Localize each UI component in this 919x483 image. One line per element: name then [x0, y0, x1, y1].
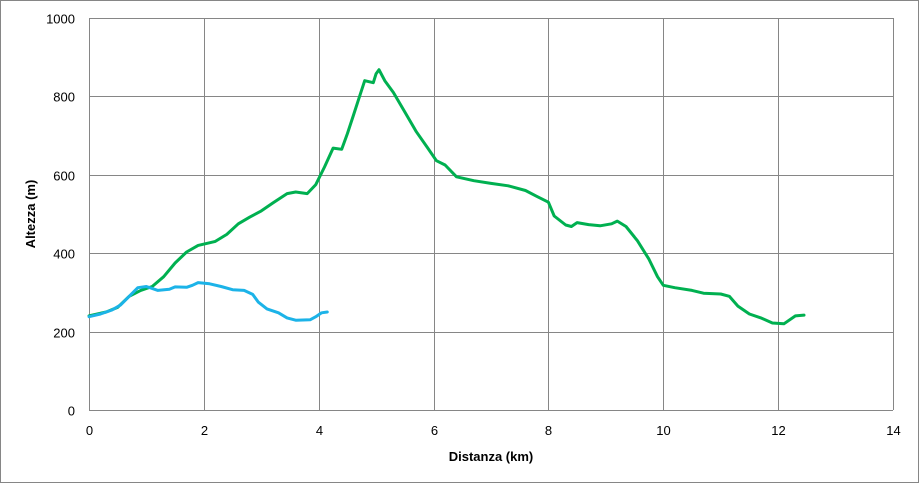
x-tick-label: 6 [431, 423, 438, 438]
x-tick-label: 0 [86, 423, 93, 438]
grid [89, 18, 894, 411]
series-line-2 [87, 281, 329, 322]
y-tick-label: 800 [53, 90, 75, 105]
x-tick-label: 10 [656, 423, 670, 438]
y-tick-label: 200 [53, 326, 75, 341]
y-tick-label: 600 [53, 169, 75, 184]
tick-labels: 0 200 400 600 800 1000 0 2 4 6 8 10 12 14 [46, 12, 901, 439]
series-layer [87, 68, 806, 326]
x-tick-label: 8 [545, 423, 552, 438]
x-tick-label: 2 [201, 423, 208, 438]
y-tick-label: 0 [68, 404, 75, 419]
y-tick-label: 400 [53, 247, 75, 262]
x-tick-label: 12 [771, 423, 785, 438]
x-axis-title: Distanza (km) [449, 449, 534, 464]
y-axis-title: Altezza (m) [23, 180, 38, 249]
x-tick-label: 14 [886, 423, 900, 438]
series-line-1 [87, 68, 806, 326]
x-tick-label: 4 [316, 423, 323, 438]
y-tick-label: 1000 [46, 12, 75, 27]
